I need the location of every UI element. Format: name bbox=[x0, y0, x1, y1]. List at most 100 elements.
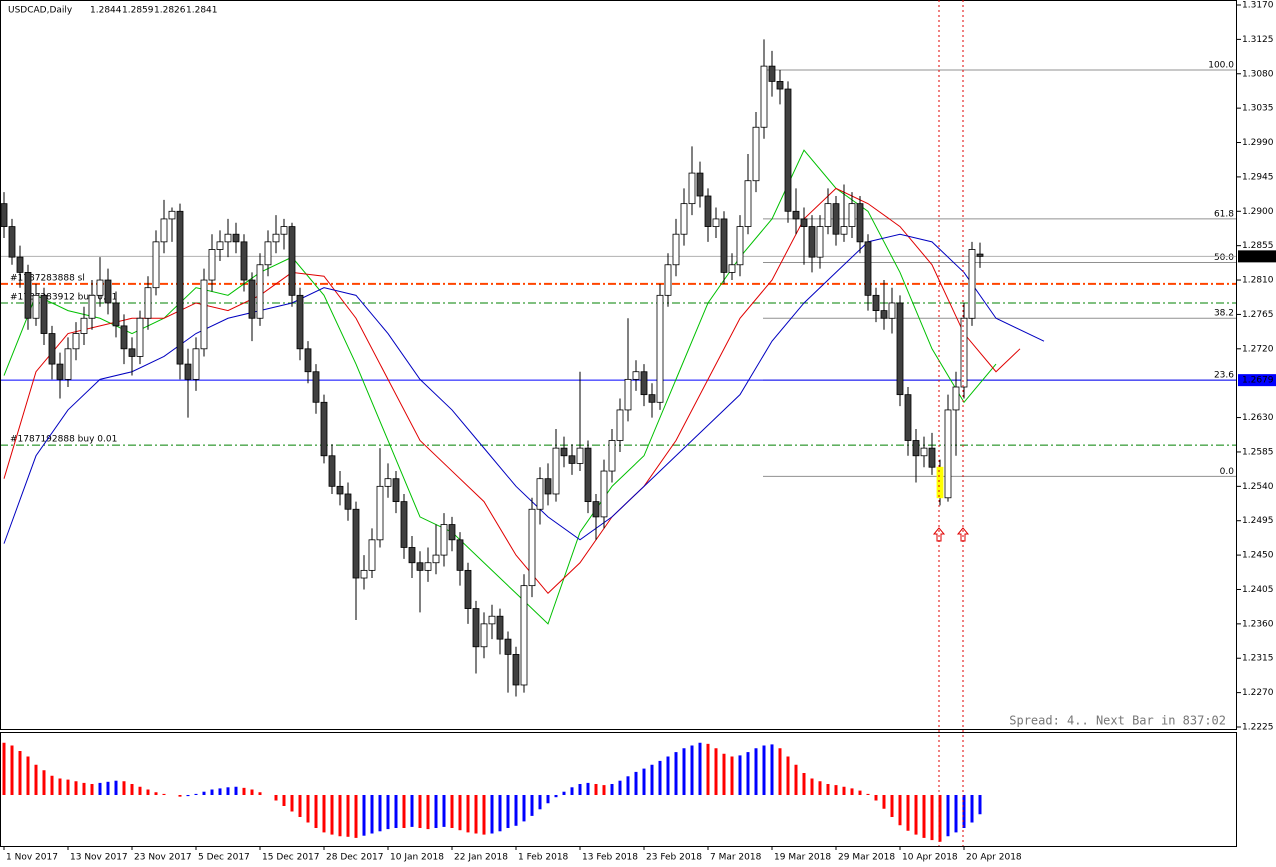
candle-body bbox=[384, 478, 392, 487]
candle-body bbox=[448, 524, 456, 541]
candle-body bbox=[200, 279, 208, 350]
candle-body bbox=[184, 363, 192, 380]
candle-body bbox=[520, 585, 528, 686]
candle-body bbox=[8, 226, 16, 258]
candle-body bbox=[456, 539, 464, 571]
candle-body bbox=[928, 447, 936, 468]
x-tick-label: 19 Mar 2018 bbox=[774, 853, 831, 863]
candle-body bbox=[248, 279, 256, 319]
candle-body bbox=[864, 241, 872, 296]
fib-label: 50.0 bbox=[1214, 253, 1234, 263]
fib-label: 0.0 bbox=[1220, 467, 1235, 477]
x-tick-label: 10 Jan 2018 bbox=[390, 853, 444, 863]
candle-body bbox=[48, 333, 56, 365]
y-tick-label: 1.2585 bbox=[1242, 447, 1274, 457]
candle-body bbox=[168, 210, 176, 220]
candle-body bbox=[696, 172, 704, 197]
y-tick-label: 1.2990 bbox=[1242, 138, 1274, 148]
signal-arrow bbox=[956, 527, 970, 542]
y-tick-label: 1.2630 bbox=[1242, 413, 1274, 423]
y-tick-label: 1.2270 bbox=[1242, 688, 1274, 698]
candle-body bbox=[16, 256, 24, 273]
y-tick-label: 1.2720 bbox=[1242, 344, 1274, 354]
candle-body bbox=[592, 501, 600, 518]
candle-body bbox=[920, 447, 928, 457]
x-tick-label: 23 Feb 2018 bbox=[646, 853, 702, 863]
candle-body bbox=[576, 447, 584, 464]
candle-body bbox=[488, 615, 496, 625]
chart-title: USDCAD,Daily bbox=[8, 6, 73, 16]
y-tick-label: 1.2450 bbox=[1242, 551, 1274, 561]
candle-body bbox=[776, 81, 784, 90]
candle-body bbox=[752, 126, 760, 182]
candle-body bbox=[328, 455, 336, 487]
order-label: #1787283912 buy 0.01 bbox=[10, 292, 117, 302]
x-tick-label: 23 Nov 2017 bbox=[134, 853, 192, 863]
candle-body bbox=[824, 203, 832, 227]
candle-body bbox=[760, 65, 768, 128]
candle-body bbox=[472, 608, 480, 648]
candle-body bbox=[792, 210, 800, 220]
y-tick-label: 1.2315 bbox=[1242, 654, 1274, 664]
y-tick-label: 1.2540 bbox=[1242, 482, 1274, 492]
candle-body bbox=[464, 569, 472, 609]
candle-body bbox=[56, 363, 64, 380]
candle-body bbox=[832, 203, 840, 235]
candle-body bbox=[440, 524, 448, 556]
candle-body bbox=[512, 654, 520, 686]
candle-body bbox=[432, 554, 440, 564]
candle-body bbox=[872, 294, 880, 312]
candle-body bbox=[816, 226, 824, 258]
candle-body bbox=[112, 302, 120, 327]
y-tick-label: 1.2360 bbox=[1242, 619, 1274, 629]
candle-body bbox=[256, 264, 264, 319]
candle-body bbox=[688, 172, 696, 205]
y-tick-label: 1.3080 bbox=[1242, 69, 1274, 79]
candle-body bbox=[400, 501, 408, 548]
candle-body bbox=[736, 226, 744, 266]
y-tick-label: 1.3125 bbox=[1242, 35, 1274, 45]
candle-body bbox=[616, 409, 624, 441]
candle-body bbox=[104, 279, 112, 304]
candle-body bbox=[264, 241, 272, 266]
candle-body bbox=[224, 233, 232, 243]
y-tick-label: 1.2900 bbox=[1242, 207, 1274, 217]
candle-body bbox=[88, 294, 96, 319]
candle-body bbox=[888, 302, 896, 319]
candle-body bbox=[680, 203, 688, 235]
moving-average bbox=[3, 233, 1045, 544]
candle-body bbox=[800, 218, 808, 227]
candle-body bbox=[80, 317, 88, 334]
candle-body bbox=[360, 569, 368, 579]
x-tick-label: 1 Nov 2017 bbox=[6, 853, 58, 863]
candle-body bbox=[496, 615, 504, 640]
x-tick-label: 29 Mar 2018 bbox=[838, 853, 895, 863]
order-label: #1787192888 buy 0.01 bbox=[10, 435, 117, 445]
candle-body bbox=[880, 310, 888, 319]
fib-label: 61.8 bbox=[1214, 209, 1234, 219]
candle-body bbox=[568, 455, 576, 464]
y-tick-label: 1.2225 bbox=[1242, 723, 1274, 733]
candle-body bbox=[120, 325, 128, 350]
candle-body bbox=[944, 409, 952, 499]
candle-body bbox=[152, 241, 160, 289]
x-tick-label: 10 Apr 2018 bbox=[902, 853, 958, 863]
main-frame bbox=[0, 0, 1237, 730]
fib-label: 100.0 bbox=[1208, 60, 1234, 70]
y-tick-label: 1.3035 bbox=[1242, 104, 1274, 114]
x-tick-label: 22 Jan 2018 bbox=[454, 853, 508, 863]
candle-body bbox=[936, 466, 944, 499]
candle-body bbox=[352, 508, 360, 579]
bid-label: 1.2841 bbox=[1242, 252, 1274, 262]
candle-body bbox=[176, 210, 184, 365]
candle-body bbox=[272, 233, 280, 243]
candle-body bbox=[24, 272, 32, 319]
candle-body bbox=[640, 371, 648, 396]
candle-body bbox=[656, 294, 664, 403]
candle-body bbox=[368, 539, 376, 571]
candle-body bbox=[424, 562, 432, 571]
candle-body bbox=[320, 401, 328, 457]
candle-body bbox=[552, 447, 560, 495]
